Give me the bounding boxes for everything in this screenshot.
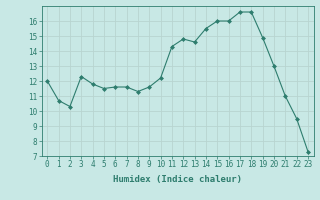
X-axis label: Humidex (Indice chaleur): Humidex (Indice chaleur): [113, 175, 242, 184]
